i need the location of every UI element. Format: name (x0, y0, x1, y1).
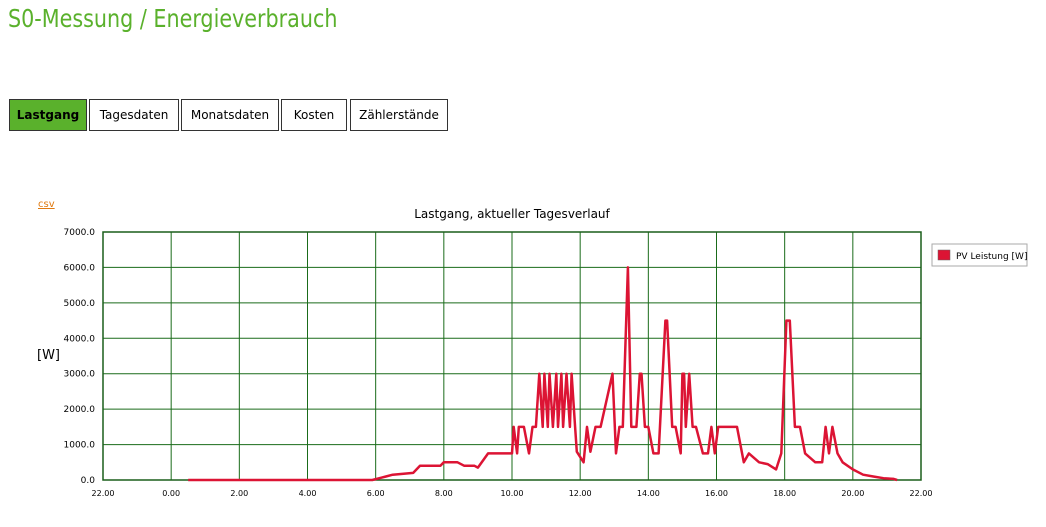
chart-title: Lastgang, aktueller Tagesverlauf (414, 207, 610, 221)
x-tick-label: 22.00 (92, 489, 115, 498)
y-tick-label: 4000.0 (64, 334, 96, 344)
x-tick-label: 16.00 (705, 489, 728, 498)
plot-border (102, 231, 922, 481)
x-tick-label: 2.00 (230, 489, 248, 498)
x-tick-label: 0.00 (162, 489, 180, 498)
tab-lastgang[interactable]: Lastgang (9, 99, 87, 131)
x-tick-label: 10.00 (501, 489, 524, 498)
tab-kosten[interactable]: Kosten (281, 99, 347, 131)
legend-swatch (937, 249, 951, 261)
csv-download-link[interactable]: csv (38, 199, 55, 210)
tab-zaehlerstaende[interactable]: Zählerstände (350, 99, 448, 131)
x-tick-label: 18.00 (773, 489, 796, 498)
series-line-pv-leistung (188, 266, 898, 482)
legend-label: PV Leistung [W] (956, 252, 1027, 262)
x-tick-label: 14.00 (637, 489, 660, 498)
y-tick-label: 7000.0 (64, 228, 96, 238)
y-tick-label: 0.0 (81, 476, 96, 486)
x-tick-label: 12.00 (569, 489, 592, 498)
y-axis-label: [W] (37, 348, 60, 363)
y-tick-label: 1000.0 (64, 441, 96, 451)
x-tick-label: 8.00 (435, 489, 453, 498)
page-title: S0-Messung / Energieverbrauch (8, 4, 338, 33)
y-tick-label: 5000.0 (64, 299, 96, 309)
y-tick-label: 2000.0 (64, 405, 96, 415)
x-tick-label: 4.00 (299, 489, 317, 498)
x-tick-label: 20.00 (841, 489, 864, 498)
legend-box (931, 243, 1028, 267)
x-tick-label: 22.00 (910, 489, 933, 498)
y-tick-label: 6000.0 (64, 263, 96, 273)
tab-tagesdaten[interactable]: Tagesdaten (89, 99, 179, 131)
y-tick-label: 3000.0 (64, 370, 96, 380)
x-tick-label: 6.00 (367, 489, 385, 498)
tab-monatsdaten[interactable]: Monatsdaten (181, 99, 279, 131)
